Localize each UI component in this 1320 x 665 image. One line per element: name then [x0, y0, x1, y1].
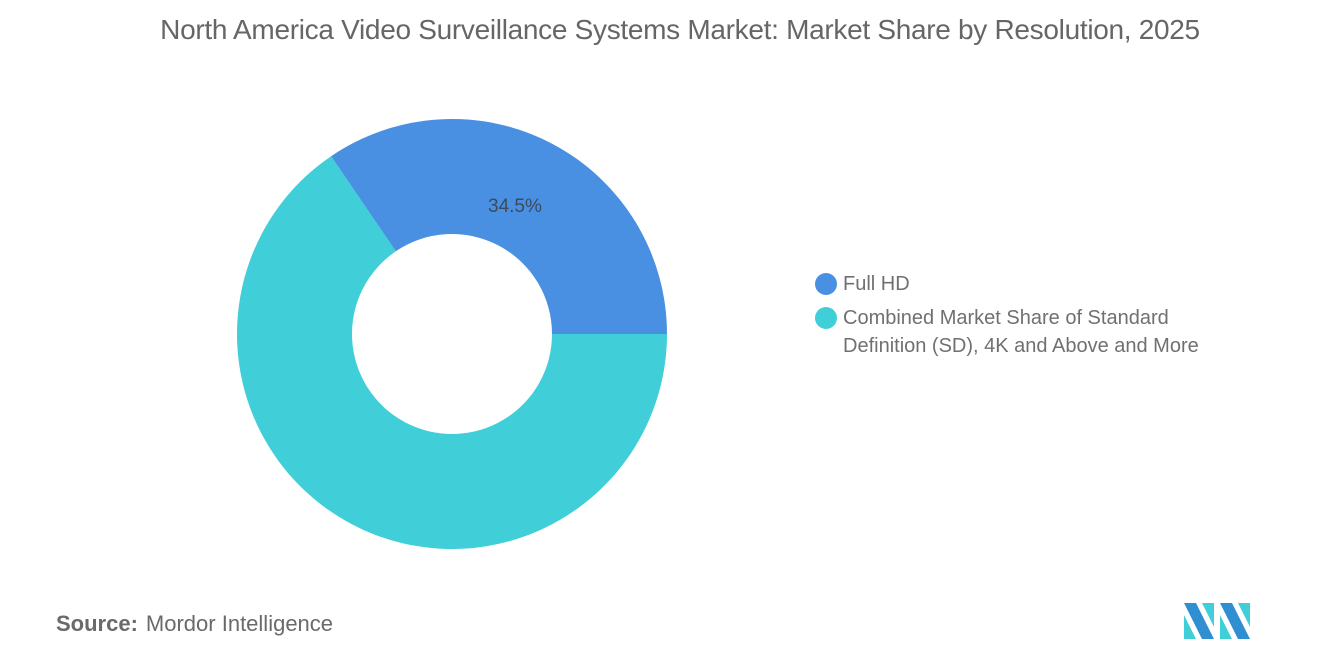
legend-label: Combined Market Share of Standard Defini… [843, 307, 1199, 357]
source-note: Source: Mordor Intelligence [56, 611, 333, 637]
chart-title: North America Video Surveillance Systems… [160, 14, 1200, 45]
legend-dot-icon [815, 273, 837, 295]
legend-item-combined[interactable]: Combined Market Share of Standard Defini… [815, 304, 1243, 360]
source-label: Source: [56, 611, 138, 636]
slice-label-full-hd: 34.5% [488, 196, 542, 217]
mordor-intelligence-logo-icon [1184, 603, 1250, 639]
legend-label: Full HD [843, 273, 910, 295]
chart-legend: Full HD Combined Market Share of Standar… [815, 270, 1243, 366]
legend-dot-icon [815, 307, 837, 329]
legend-item-full-hd[interactable]: Full HD [815, 270, 1243, 298]
slice-combined[interactable] [237, 156, 668, 549]
slice-full-hd[interactable] [331, 118, 667, 335]
source-value: Mordor Intelligence [145, 611, 334, 636]
